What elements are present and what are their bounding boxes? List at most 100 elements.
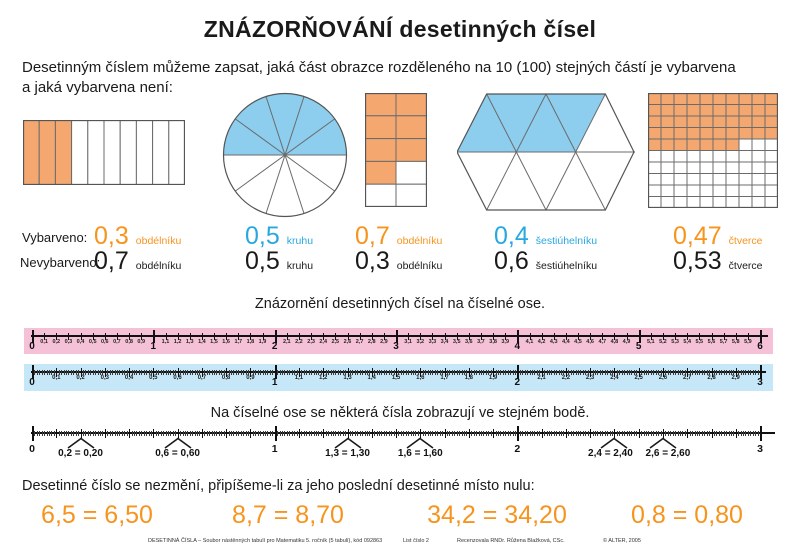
axis-minor-label: 0,7 (197, 375, 207, 381)
axis-minor-label: 4,6 (586, 338, 594, 345)
axis-major-label: 1 (150, 340, 157, 352)
axis-minor-label: 0,4 (124, 375, 134, 381)
footer-reviewer: Recenzovala RNDr. Růžena Blažková, CSc. (457, 538, 565, 544)
axis-minor-label: 2,6 (343, 338, 352, 345)
axis-minor-label: 0,9 (137, 338, 146, 345)
axis-minor-label: 2,8 (707, 375, 716, 381)
filled-value-square-grid-10x10: 0,47 čtverce (673, 222, 763, 250)
axis-minor-label: 5,6 (707, 338, 716, 345)
axis-minor-label: 1,5 (391, 375, 401, 381)
axis-minor-label: 5,3 (671, 338, 679, 345)
axis-minor-label: 1,3 (343, 375, 352, 381)
axis-minor-label: 4,8 (610, 338, 619, 345)
axis-minor-label: 1,6 (416, 375, 425, 381)
axis-section-title: Znázornění desetinných čísel na číselné … (254, 296, 546, 312)
equal-point-caret (333, 436, 363, 449)
axis-major-label: 5 (635, 340, 642, 352)
axis-major-label: 6 (757, 340, 763, 352)
axis-minor-label: 1,3 (185, 338, 194, 345)
equal-point-annotation: 0,2 = 0,20 (58, 448, 103, 459)
axis-major-label: 3 (393, 340, 399, 352)
equal-point-annotation: 2,4 = 2,40 (588, 448, 633, 459)
axis-minor-label: 0,9 (246, 375, 255, 381)
label-nevybarveno: Nevybarveno: (20, 255, 101, 270)
axis-minor-label: 3,9 (501, 338, 510, 345)
axis-minor-label: 1,8 (246, 338, 255, 345)
filled-value-rectangle-grid-2x5: 0,7 obdélníku (355, 222, 443, 250)
axis-minor-label: 4,7 (598, 338, 607, 345)
unfilled-value-rectangle-strips: 0,7 obdélníku (94, 247, 182, 275)
axis-minor-label: 5,8 (731, 338, 740, 345)
axis-minor-label: 3,6 (464, 338, 473, 345)
zero-rule-equation: 34,2 = 34,20 (427, 501, 567, 529)
square-grid-10x10 (647, 92, 779, 209)
axis-minor-label: 2,8 (367, 338, 376, 345)
axis-major-label: 4 (514, 340, 521, 352)
label-vybarveno: Vybarveno: (22, 230, 88, 245)
axis-minor-label: 0,2 (52, 338, 61, 345)
axis-major-label: 0 (29, 377, 35, 388)
number-line-equal-points: 0 1 2 3 0,2 = 0,20 0,6 = 0,60 1,3 = 1,30 1,6 = … (0, 424, 800, 464)
equal-point-caret (648, 436, 678, 449)
equal-point-annotation: 0,6 = 0,60 (155, 448, 200, 459)
axis-minor-label: 1,6 (222, 338, 230, 345)
axis-minor-label: 1,1 (161, 338, 170, 345)
axis-minor-label: 2,7 (355, 338, 364, 345)
equal-point-caret (66, 436, 96, 449)
unfilled-value-square-grid-10x10: 0,53 čtverce (673, 247, 763, 275)
axis-minor-label: 5,4 (683, 338, 692, 345)
axis-minor-label: 2,1 (282, 338, 291, 345)
axis-minor-label: 1,7 (234, 338, 243, 345)
axis-minor-label: 0,6 (173, 375, 182, 381)
zero-rule-equation: 0,8 = 0,80 (631, 501, 743, 529)
equal-point-caret (599, 436, 629, 449)
axis-minor-label: 4,4 (562, 338, 570, 345)
axis-minor-label: 1,4 (367, 375, 376, 381)
filled-value-rectangle-strips: 0,3 obdélníku (94, 222, 182, 250)
footer-series-text: DESETINNÁ ČÍSLA – Soubor nástěnných tabu… (148, 538, 383, 544)
axis-minor-label: 2,2 (295, 338, 303, 345)
axis-minor-label: 5,2 (659, 338, 667, 345)
axis-major-label: 2 (271, 340, 278, 352)
axis-minor-label: 0,3 (64, 338, 73, 345)
axis-minor-label: 1,8 (464, 375, 473, 381)
axis-minor-label: 0,3 (100, 375, 109, 381)
axis-minor-label: 2,3 (585, 375, 595, 381)
axis-minor-label: 4,5 (574, 338, 582, 345)
equal-point-annotation: 1,3 = 1,30 (325, 448, 370, 459)
number-line-0-to-3-hundredths: 0 0,1 0,2 0,3 0,4 0,5 0,6 0,7 0,8 0,9 1 1,1 1,2 1,3 1,… (0, 364, 800, 391)
axis-minor-label: 0,6 (100, 338, 109, 345)
axis-minor-label: 3,7 (477, 338, 485, 345)
filled-value-circle-sectors: 0,5 kruhu (245, 222, 314, 250)
intro-text: Desetinným číslem můžeme zapsat, jaká čá… (22, 58, 736, 98)
axis-minor-label: 1,9 (488, 375, 498, 381)
axis-minor-label: 3,8 (489, 338, 497, 345)
rectangle-strips (22, 119, 186, 186)
axis-minor-label: 5,1 (646, 338, 655, 345)
unfilled-value-rectangle-grid-2x5: 0,3 obdélníku (355, 247, 443, 275)
axis-minor-label: 2,6 (658, 375, 668, 381)
axis-minor-label: 1,2 (319, 375, 328, 381)
axis-minor-label: 3,2 (416, 338, 425, 345)
axis-major-label: 0 (29, 340, 35, 352)
axis-minor-label: 2,9 (731, 375, 740, 381)
axis-major-label: 3 (757, 443, 763, 455)
footer-copyright: © ALTER, 2005 (603, 538, 641, 544)
rectangle-grid-2x5 (364, 92, 428, 208)
axis-minor-label: 1,9 (258, 338, 267, 345)
axis-minor-label: 0,4 (76, 338, 85, 345)
circle-sectors (222, 92, 348, 218)
axis-minor-label: 4,1 (525, 338, 534, 345)
axis-minor-label: 5,7 (719, 338, 728, 345)
axis-major-label: 2 (514, 377, 521, 388)
axis-minor-label: 2,7 (683, 375, 692, 381)
intro-line-2: a jaká vybarvena není: (22, 79, 173, 96)
axis-minor-label: 5,9 (744, 338, 752, 345)
axis-minor-label: 2,9 (380, 338, 388, 345)
axis-minor-label: 0,5 (88, 338, 97, 345)
axis-minor-label: 0,1 (52, 375, 61, 381)
equal-point-caret (405, 436, 435, 449)
equal-point-caret (163, 436, 193, 449)
axis-minor-label: 0,5 (149, 375, 158, 381)
